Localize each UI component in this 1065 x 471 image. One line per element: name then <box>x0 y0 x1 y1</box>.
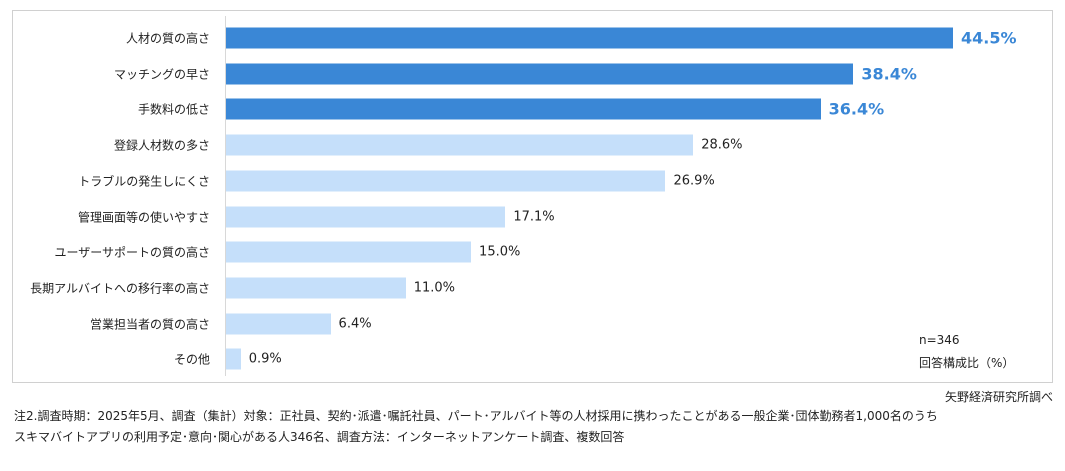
value-label: 38.4% <box>861 64 917 84</box>
category-label: 管理画面等の使いやすさ <box>77 210 210 224</box>
category-label: マッチングの早さ <box>113 67 210 82</box>
bar <box>226 170 666 192</box>
value-label: 6.4% <box>338 316 372 332</box>
category-label: その他 <box>173 352 210 367</box>
value-label: 44.5% <box>961 28 1017 48</box>
value-label: 26.9% <box>673 173 715 189</box>
category-label: 登録人材数の多さ <box>113 138 210 153</box>
bar <box>226 27 953 49</box>
value-label: 15.0% <box>479 244 521 260</box>
source-note: 矢野経済研究所調べ <box>944 390 1053 404</box>
category-label: トラブルの発生しにくさ <box>78 174 210 189</box>
value-label: 17.1% <box>513 209 555 224</box>
category-label: ユーザーサポートの質の高さ <box>54 245 210 260</box>
value-label: 28.6% <box>701 137 743 153</box>
value-label: 0.9% <box>248 351 282 367</box>
category-label: 手数料の低さ <box>137 102 210 117</box>
category-label: 人材の質の高さ <box>125 31 210 46</box>
chart-frame <box>12 10 1053 383</box>
category-label: 営業担当者の質の高さ <box>89 317 210 332</box>
category-axis-line <box>225 16 226 376</box>
value-label: 36.4% <box>828 99 885 119</box>
footnote-2: スキマバイトアプリの利用予定･意向･関心がある人346名、調査方法：インターネッ… <box>14 430 625 444</box>
bar <box>226 241 472 263</box>
sample-size-note: n=346 <box>919 333 960 347</box>
value-label: 11.0% <box>413 280 456 296</box>
category-label: 長期アルバイトへの移行率の高さ <box>30 281 210 296</box>
bar <box>226 277 406 299</box>
bar <box>226 98 821 120</box>
bar <box>226 206 506 227</box>
bar <box>226 63 854 85</box>
bar <box>226 348 241 370</box>
bar <box>226 313 331 335</box>
footnote-1: 注2.調査時期：2025年5月、調査（集計）対象：正社員、契約･派遣･嘱託社員、… <box>14 409 938 423</box>
bar <box>226 134 694 156</box>
unit-note: 回答構成比（%） <box>919 356 1015 370</box>
